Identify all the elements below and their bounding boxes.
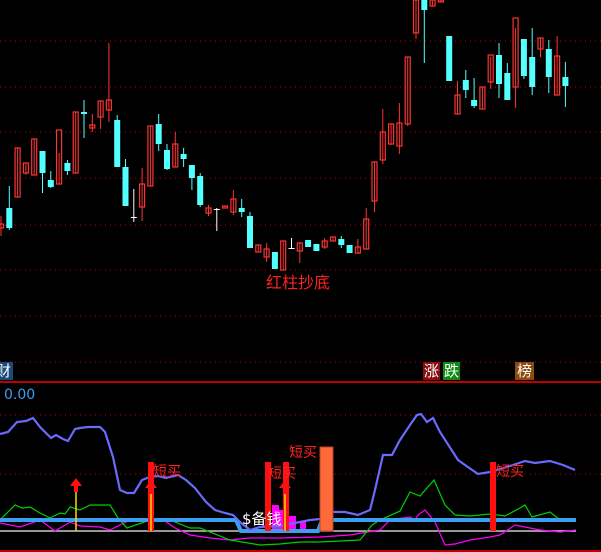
candle-body	[479, 86, 486, 110]
up-arrow-icon	[70, 478, 82, 492]
candle-body	[354, 246, 361, 254]
magenta-line	[0, 509, 577, 546]
candle-body	[437, 0, 444, 3]
short-buy-label: 短买	[268, 466, 296, 482]
candle-body	[288, 248, 295, 249]
candle-body	[296, 242, 303, 252]
candle-body	[172, 143, 179, 168]
blue-line	[0, 412, 576, 532]
candle-body	[55, 129, 63, 185]
candle-body	[346, 245, 353, 253]
candle-body	[97, 100, 104, 118]
candle-body	[14, 147, 21, 198]
candle-body	[155, 124, 162, 144]
candle-body	[247, 216, 253, 248]
candle-body	[205, 207, 212, 214]
indicator-value-readout: 0.00	[4, 387, 36, 403]
candle-body	[164, 150, 170, 169]
candle-body	[213, 209, 220, 210]
candle-body	[512, 17, 519, 88]
candle-body	[496, 55, 502, 84]
badge-rise[interactable]: 涨	[423, 362, 441, 380]
bottom-signal-annotation: 红柱抄底	[266, 273, 331, 292]
candle-body	[396, 122, 403, 147]
candle-body	[313, 244, 320, 251]
candle-body	[39, 151, 46, 173]
red-signal-bar	[490, 462, 496, 531]
candle-body	[105, 99, 113, 111]
up-arrow-icon	[145, 480, 157, 494]
up-arrow-icon	[279, 480, 291, 494]
badge-rank[interactable]: 榜	[515, 362, 535, 380]
magenta-bar	[272, 505, 279, 531]
short-buy-label: 短买	[289, 445, 317, 461]
candle-body	[263, 248, 270, 258]
money-label: $备钱	[242, 510, 282, 528]
candle-body	[379, 131, 386, 161]
candle-body	[130, 217, 137, 218]
candle-body	[404, 56, 411, 125]
candle-body	[487, 54, 494, 83]
candle-body	[529, 57, 536, 87]
orange-bar	[319, 446, 334, 532]
candle-body	[329, 236, 337, 242]
red-signal-bar	[283, 462, 289, 531]
candle-body	[72, 111, 79, 174]
candle-body	[147, 125, 154, 187]
candle-body	[471, 100, 478, 106]
candle-body	[412, 0, 420, 34]
magenta-bar	[300, 522, 306, 531]
candle-body	[271, 252, 278, 269]
candle-body	[122, 167, 129, 206]
badge-clipped[interactable]: 财	[0, 362, 14, 380]
candle-body	[545, 49, 552, 77]
thick-blue-line	[0, 518, 576, 533]
candle-body	[64, 163, 71, 171]
candle-body	[238, 208, 245, 212]
candle-body	[22, 162, 29, 174]
candle-body	[114, 120, 121, 167]
candle-body	[188, 165, 195, 178]
candle-body	[230, 198, 237, 213]
candle-body	[321, 240, 328, 248]
candle-body	[520, 39, 527, 76]
short-buy-label: 短买	[496, 464, 524, 480]
candle-body	[6, 208, 13, 228]
candle-body	[222, 205, 229, 209]
candle-body	[537, 37, 544, 50]
candle-body	[180, 154, 187, 159]
candle-body	[31, 138, 38, 176]
magenta-bar	[278, 510, 284, 531]
candle-body	[338, 239, 345, 245]
candle-body	[255, 244, 262, 253]
candle-body	[504, 73, 511, 100]
candle-body	[305, 240, 312, 247]
candle-body	[197, 176, 204, 205]
badge-fall[interactable]: 跌	[443, 362, 461, 380]
candle-body	[421, 0, 428, 10]
candle-body	[371, 161, 378, 202]
candle-body	[81, 112, 87, 114]
candle-body	[47, 180, 54, 187]
candle-body	[462, 80, 469, 90]
candle-body	[0, 223, 5, 229]
red-signal-bar	[265, 462, 271, 531]
short-buy-label: 短买	[153, 464, 181, 480]
candle-body	[139, 183, 146, 208]
candle-body	[429, 0, 436, 7]
candle-body	[280, 240, 287, 271]
candle-body	[553, 55, 561, 96]
candle-body	[454, 94, 461, 115]
candle-body	[562, 77, 569, 86]
candle-body	[363, 218, 370, 250]
candle-body	[388, 123, 395, 145]
candle-body	[446, 36, 453, 81]
candle-body	[89, 124, 96, 129]
